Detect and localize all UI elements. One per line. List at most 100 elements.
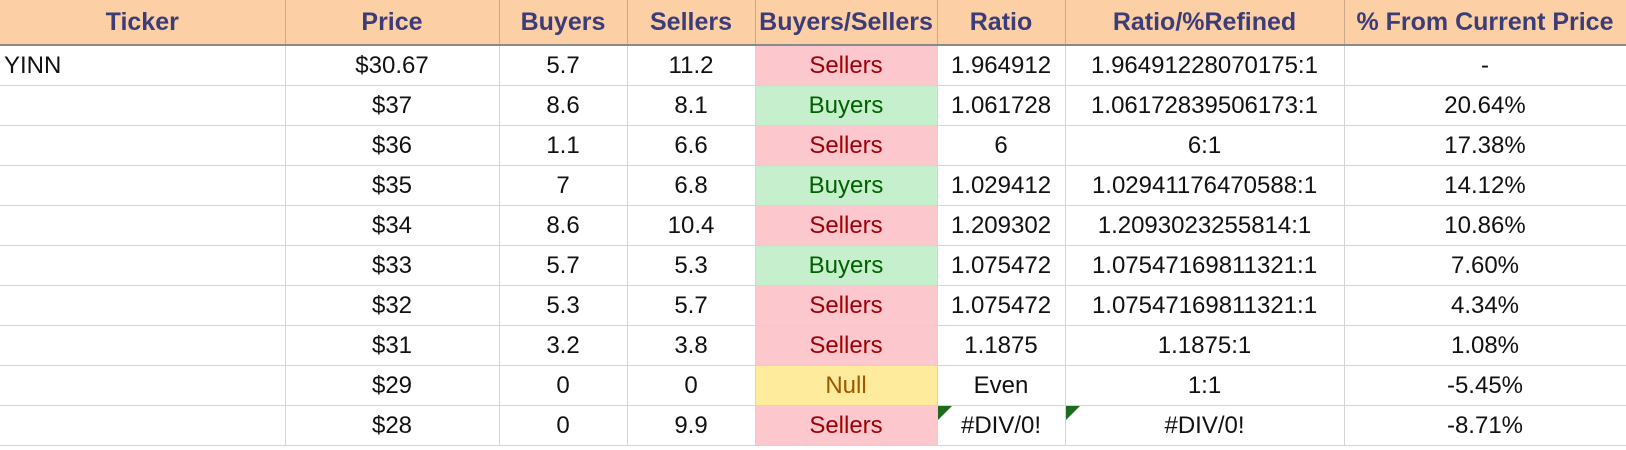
header-row: Ticker Price Buyers Sellers Buyers/Selle… xyxy=(0,0,1626,46)
ratio-cell[interactable]: 6 xyxy=(937,125,1066,166)
sellers-cell[interactable]: 5.3 xyxy=(627,245,756,286)
table-row: $31 3.2 3.8 Sellers 1.1875 1.1875:1 1.08% xyxy=(0,325,1626,366)
price-cell[interactable]: $35 xyxy=(285,165,500,206)
from-current-price-cell[interactable]: 7.60% xyxy=(1344,245,1626,286)
buyers-cell[interactable]: 0 xyxy=(499,365,628,406)
ratio-cell[interactable]: 1.964912 xyxy=(937,45,1066,86)
table-row: $35 7 6.8 Buyers 1.029412 1.02941176470588:1 1… xyxy=(0,165,1626,206)
price-cell[interactable]: $31 xyxy=(285,325,500,366)
ticker-cell[interactable] xyxy=(0,365,286,406)
buyers-cell[interactable]: 8.6 xyxy=(499,205,628,246)
ticker-cell[interactable] xyxy=(0,325,286,366)
from-current-price-cell[interactable]: 20.64% xyxy=(1344,85,1626,126)
ratio-refined-cell[interactable]: 1.07547169811321:1 xyxy=(1065,285,1345,326)
table-row: $34 8.6 10.4 Sellers 1.209302 1.2093023255814… xyxy=(0,205,1626,246)
from-current-price-cell[interactable]: 4.34% xyxy=(1344,285,1626,326)
table-row: YINN $30.67 5.7 11.2 Sellers 1.964912 1.964912… xyxy=(0,45,1626,86)
ratio-cell[interactable]: Even xyxy=(937,365,1066,406)
signal-cell[interactable]: Buyers xyxy=(755,165,938,206)
ticker-cell[interactable] xyxy=(0,245,286,286)
ratio-refined-cell[interactable]: 1.1875:1 xyxy=(1065,325,1345,366)
sellers-cell[interactable]: 3.8 xyxy=(627,325,756,366)
buyers-cell[interactable]: 5.7 xyxy=(499,45,628,86)
from-current-price-cell[interactable]: -8.71% xyxy=(1344,405,1626,446)
sellers-cell[interactable]: 6.6 xyxy=(627,125,756,166)
ratio-refined-cell[interactable]: #DIV/0! xyxy=(1065,405,1345,446)
price-cell[interactable]: $29 xyxy=(285,365,500,406)
from-current-price-cell[interactable]: - xyxy=(1344,45,1626,86)
table-row: $37 8.6 8.1 Buyers 1.061728 1.06172839506173:… xyxy=(0,85,1626,126)
buyers-cell[interactable]: 5.3 xyxy=(499,285,628,326)
column-header-buyers-sellers[interactable]: Buyers/Sellers xyxy=(755,0,938,46)
column-header-from-current-price[interactable]: % From Current Price xyxy=(1344,0,1626,46)
column-header-ratio[interactable]: Ratio xyxy=(937,0,1066,46)
buyers-cell[interactable]: 5.7 xyxy=(499,245,628,286)
from-current-price-cell[interactable]: 14.12% xyxy=(1344,165,1626,206)
from-current-price-cell[interactable]: 17.38% xyxy=(1344,125,1626,166)
sellers-cell[interactable]: 9.9 xyxy=(627,405,756,446)
signal-cell[interactable]: Buyers xyxy=(755,245,938,286)
price-cell[interactable]: $36 xyxy=(285,125,500,166)
ratio-cell[interactable]: 1.1875 xyxy=(937,325,1066,366)
error-indicator-icon xyxy=(1065,406,1080,420)
ratio-refined-cell[interactable]: 6:1 xyxy=(1065,125,1345,166)
signal-cell[interactable]: Sellers xyxy=(755,125,938,166)
signal-cell[interactable]: Sellers xyxy=(755,45,938,86)
ratio-refined-cell[interactable]: 1.07547169811321:1 xyxy=(1065,245,1345,286)
ticker-cell[interactable]: YINN xyxy=(0,45,286,86)
column-header-ratio-refined[interactable]: Ratio/%Refined xyxy=(1065,0,1345,46)
from-current-price-cell[interactable]: 1.08% xyxy=(1344,325,1626,366)
buyers-cell[interactable]: 1.1 xyxy=(499,125,628,166)
buyers-cell[interactable]: 0 xyxy=(499,405,628,446)
table-row: $28 0 9.9 Sellers #DIV/0! #DIV/0! -8.71% xyxy=(0,405,1626,446)
ratio-refined-cell[interactable]: 1.02941176470588:1 xyxy=(1065,165,1345,206)
table-row: $29 0 0 Null Even 1:1 -5.45% xyxy=(0,365,1626,406)
from-current-price-cell[interactable]: 10.86% xyxy=(1344,205,1626,246)
signal-cell[interactable]: Buyers xyxy=(755,85,938,126)
ticker-cell[interactable] xyxy=(0,285,286,326)
signal-cell[interactable]: Sellers xyxy=(755,285,938,326)
signal-cell[interactable]: Null xyxy=(755,365,938,406)
sellers-cell[interactable]: 6.8 xyxy=(627,165,756,206)
from-current-price-cell[interactable]: -5.45% xyxy=(1344,365,1626,406)
ticker-cell[interactable] xyxy=(0,405,286,446)
ratio-cell[interactable]: 1.061728 xyxy=(937,85,1066,126)
price-cell[interactable]: $28 xyxy=(285,405,500,446)
ratio-refined-cell[interactable]: 1.06172839506173:1 xyxy=(1065,85,1345,126)
buyers-cell[interactable]: 7 xyxy=(499,165,628,206)
column-header-buyers[interactable]: Buyers xyxy=(499,0,628,46)
error-indicator-icon xyxy=(937,406,952,420)
signal-cell[interactable]: Sellers xyxy=(755,405,938,446)
sellers-cell[interactable]: 5.7 xyxy=(627,285,756,326)
ratio-cell[interactable]: #DIV/0! xyxy=(937,405,1066,446)
ratio-cell[interactable]: 1.209302 xyxy=(937,205,1066,246)
price-cell[interactable]: $37 xyxy=(285,85,500,126)
table-body: YINN $30.67 5.7 11.2 Sellers 1.964912 1.964912… xyxy=(0,45,1626,446)
signal-cell[interactable]: Sellers xyxy=(755,205,938,246)
column-header-price[interactable]: Price xyxy=(285,0,500,46)
price-cell[interactable]: $33 xyxy=(285,245,500,286)
ticker-cell[interactable] xyxy=(0,165,286,206)
ticker-cell[interactable] xyxy=(0,205,286,246)
signal-cell[interactable]: Sellers xyxy=(755,325,938,366)
column-header-ticker[interactable]: Ticker xyxy=(0,0,286,46)
ratio-refined-cell[interactable]: 1:1 xyxy=(1065,365,1345,406)
ratio-cell[interactable]: 1.075472 xyxy=(937,285,1066,326)
ratio-cell[interactable]: 1.029412 xyxy=(937,165,1066,206)
sellers-cell[interactable]: 10.4 xyxy=(627,205,756,246)
ratio-cell[interactable]: 1.075472 xyxy=(937,245,1066,286)
price-cell[interactable]: $30.67 xyxy=(285,45,500,86)
sellers-cell[interactable]: 8.1 xyxy=(627,85,756,126)
buyers-cell[interactable]: 3.2 xyxy=(499,325,628,366)
column-header-sellers[interactable]: Sellers xyxy=(627,0,756,46)
ratio-refined-cell[interactable]: 1.2093023255814:1 xyxy=(1065,205,1345,246)
sellers-cell[interactable]: 0 xyxy=(627,365,756,406)
price-cell[interactable]: $34 xyxy=(285,205,500,246)
sellers-cell[interactable]: 11.2 xyxy=(627,45,756,86)
ticker-cell[interactable] xyxy=(0,125,286,166)
buyers-cell[interactable]: 8.6 xyxy=(499,85,628,126)
ticker-cell[interactable] xyxy=(0,85,286,126)
price-cell[interactable]: $32 xyxy=(285,285,500,326)
ratio-refined-cell[interactable]: 1.96491228070175:1 xyxy=(1065,45,1345,86)
